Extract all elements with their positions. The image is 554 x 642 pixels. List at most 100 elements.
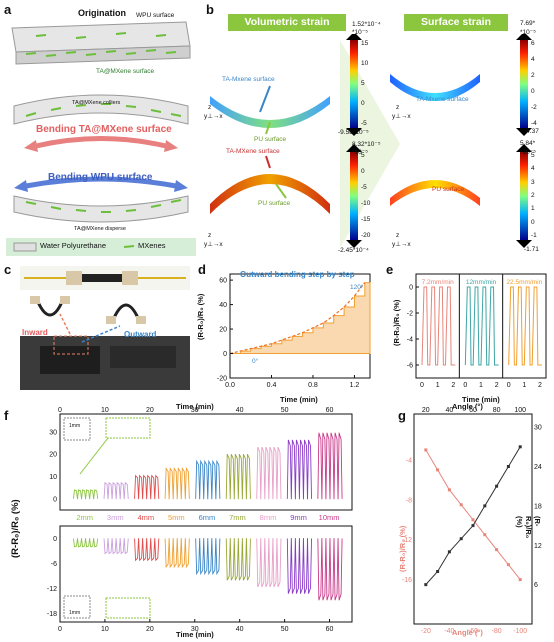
axis-yx-3: y⊥→x (392, 113, 411, 120)
panel-f-inset-bottom-label: 1mm (69, 610, 80, 616)
panel-g-right-ytick-label: 6 (534, 582, 538, 589)
label-ta-mxene-disperse: TA@MXene disperse (74, 226, 126, 232)
panel-f-top-ytick-label: 10 (49, 474, 57, 481)
panel-g-top-xtick-label: 60 (469, 407, 477, 414)
colorbar-top-vol (350, 40, 358, 128)
panel-f-top-ytick-label: 30 (49, 429, 57, 436)
panel-g-right-ytick-label: 24 (534, 464, 542, 471)
panel-g-bottom-xtick-label: -40 (444, 628, 454, 635)
panel-g-top-xtick-label: 100 (514, 407, 526, 414)
panel-e-xtick-label: 2 (495, 382, 499, 389)
panel-f-bottom-trace (164, 538, 190, 569)
panel-e-letter: e (386, 262, 394, 277)
panel-f-bottom-xtick-label: 60 (326, 626, 334, 633)
panel-g-point-pos (424, 583, 428, 587)
panel-f-bottom-xtick-label: 20 (146, 626, 154, 633)
axis-z-3: z (396, 104, 400, 111)
panel-d-annotation: Outward bending step by step (240, 270, 355, 279)
panel-e-ytick-label: -2 (407, 311, 413, 318)
panel-g-left-ytick-label: -4 (406, 457, 412, 464)
panel-f-bottom-trace (195, 538, 221, 576)
panel-f-top-ytick-label: 0 (53, 496, 57, 503)
bot-surf-max: 5.84* (520, 140, 536, 147)
panel-f-inset-top-label: 1mm (69, 423, 80, 429)
panel-f-top-xtick-label: 50 (281, 407, 289, 414)
panel-f-ylabel: (R-R₀)/R₀ (%) (10, 499, 21, 558)
panel-a-letter: a (4, 2, 12, 17)
panel-f-group-label: 3mm (107, 513, 124, 522)
panel-f-bottom-ytick-label: -12 (47, 586, 57, 593)
panel-f-group-label: 8mm (260, 513, 277, 522)
axis-yx-4: y⊥→x (392, 241, 411, 248)
panel-f-group-label: 7mm (229, 513, 246, 522)
panel-f-top-trace (73, 489, 99, 500)
colorbar-tick: -2 (531, 104, 537, 111)
panel-e-xtick-label: 0 (420, 382, 424, 389)
panel-c-photos (20, 266, 190, 390)
axis-yx-1: y⊥→x (204, 113, 223, 120)
colorbar-bot-surf (520, 152, 528, 240)
panel-d-xtick-label: 1.2 (350, 382, 360, 389)
arrow-top-pu (265, 121, 271, 135)
axis-z-2: z (208, 232, 212, 239)
panel-d-xtick-label: 0.0 (225, 382, 235, 389)
colorbar-tick: -5 (361, 120, 367, 127)
top-vol-ta-label: TA-Mxene surface (222, 76, 275, 83)
panel-f-top-frame (59, 413, 353, 511)
colorbar-tick: -15 (361, 216, 371, 223)
panel-e-trace (464, 286, 499, 366)
label-bending-wpu: Bending WPU surface (48, 172, 153, 183)
shell-top-volumetric (210, 96, 330, 128)
panel-e-ytick-label: 0 (409, 285, 413, 292)
panel-e-xtick-label: 0 (507, 382, 511, 389)
panel-f-inset-top-zoom (105, 417, 151, 439)
legend-mxene-label: MXenes (138, 241, 166, 250)
panel-e-xtick-label: 1 (479, 382, 483, 389)
panel-e-trace (508, 286, 542, 366)
legend-wpu-label: Water Polyurethane (40, 241, 107, 250)
panel-f-inset-arrow (79, 437, 109, 475)
bot-surf-min: -1.71 (524, 246, 539, 253)
panel-d-ytick-label: 20 (219, 327, 227, 334)
panel-g-left-ytick-label: -12 (402, 537, 412, 544)
panel-f-top-ytick-label: 20 (49, 452, 57, 459)
shell-top-surface (390, 74, 480, 101)
panel-f-bottom-ytick-label: 0 (53, 536, 57, 543)
panel-f-xlabel-top: Time (min) (176, 402, 214, 411)
panel-e-xtick-label: 0 (463, 382, 467, 389)
panel-f-top-xtick-label: 0 (58, 407, 62, 414)
bot-surf-unit: *10⁻⁵ (520, 149, 536, 156)
panel-f-top-trace (164, 467, 190, 500)
panel-g-letter: g (398, 408, 406, 423)
bend-arrow-ta (35, 136, 167, 149)
panel-g-bottom-xtick-label: -20 (421, 628, 431, 635)
panel-f-top-trace (256, 446, 282, 500)
panel-e-frame (415, 273, 547, 379)
panel-f-top-trace (195, 459, 221, 500)
arrow-bot-pu (275, 183, 287, 199)
inward-label: Inward (22, 328, 48, 337)
panel-g-ylabel-right: (R-R₀)/R₀ (%) (515, 516, 542, 539)
panel-b-letter: b (206, 2, 214, 17)
panel-d-xlabel: Time (min) (280, 395, 318, 404)
colorbar-tick: 1 (531, 205, 535, 213)
panel-g-fit-neg (425, 449, 521, 580)
panel-e-xtick-label: 1 (522, 382, 526, 389)
colorbar-tick: 6 (531, 40, 535, 47)
panel-g-point-pos (518, 445, 522, 449)
colorbar-tick: 0 (531, 88, 535, 95)
panel-d-ytick-label: 0 (223, 351, 227, 358)
panel-f-group-label: 6mm (199, 513, 216, 522)
axis-yx-2: y⊥→x (204, 241, 223, 248)
panel-f-top-xtick-label: 40 (236, 407, 244, 414)
colorbar-tick: 2 (531, 72, 535, 79)
panel-g-bottom-xtick-label: -60 (468, 628, 478, 635)
panel-f-top-xtick-label: 60 (326, 407, 334, 414)
panel-g-top-xtick-label: 20 (422, 407, 430, 414)
bot-vol-ta-label: TA-MXene surface (226, 148, 280, 155)
colorbar-tick: 4 (531, 165, 535, 173)
panel-f-group-label: 2mm (76, 513, 93, 522)
panel-c-letter: c (4, 262, 12, 277)
top-vol-max: 1.52*10⁻⁴ (352, 21, 381, 28)
panel-d-ytick-label: 40 (219, 302, 227, 309)
